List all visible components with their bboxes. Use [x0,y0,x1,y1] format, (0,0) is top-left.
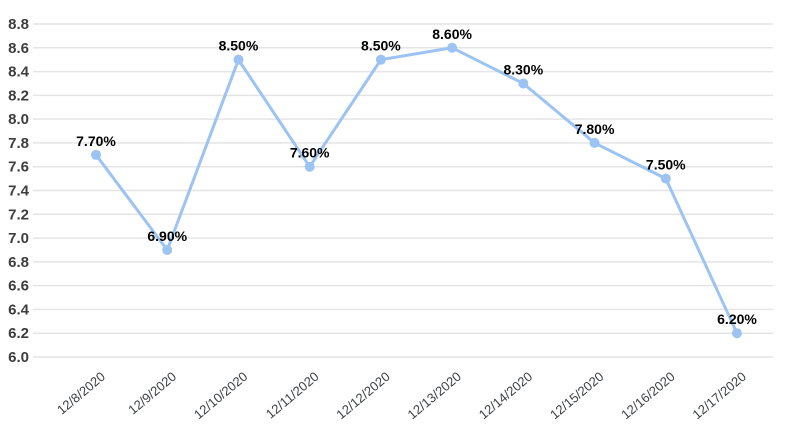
data-point-label: 6.90% [147,228,187,244]
y-tick-label: 6.6 [8,278,29,295]
data-point-marker [304,161,315,172]
y-tick-label: 8.2 [8,87,29,104]
data-point-marker [518,78,529,89]
y-tick-label: 7.6 [8,159,29,176]
data-point-label: 7.70% [76,133,116,149]
data-point-marker [732,328,742,339]
data-point-marker [233,54,244,65]
data-point-label: 7.50% [646,157,686,173]
y-tick-label: 8.0 [8,111,29,128]
y-tick-label: 6.8 [8,254,29,271]
y-tick-label: 6.4 [8,301,30,318]
data-point-label: 8.50% [361,38,401,54]
y-tick-label: 7.0 [8,230,29,247]
data-point-label: 7.60% [290,145,330,161]
y-tick-label: 6.2 [8,325,29,342]
y-tick-label: 8.8 [8,16,29,33]
data-point-marker [162,244,173,255]
y-tick-label: 6.0 [8,349,29,366]
data-point-marker [589,137,600,148]
y-tick-label: 8.6 [8,40,29,57]
data-point-label: 8.50% [219,38,259,54]
y-tick-label: 7.2 [8,206,29,223]
data-point-marker [91,149,101,160]
data-point-label: 8.30% [503,61,543,77]
data-point-marker [375,54,386,65]
y-tick-label: 7.4 [8,183,30,200]
data-point-label: 6.20% [717,311,757,327]
data-point-label: 8.60% [432,26,472,42]
data-point-marker [447,42,458,53]
data-point-marker [660,173,671,184]
y-tick-label: 7.8 [8,135,29,152]
series-line [94,46,739,335]
y-tick-label: 8.4 [8,64,30,81]
data-point-label: 7.80% [575,121,615,137]
